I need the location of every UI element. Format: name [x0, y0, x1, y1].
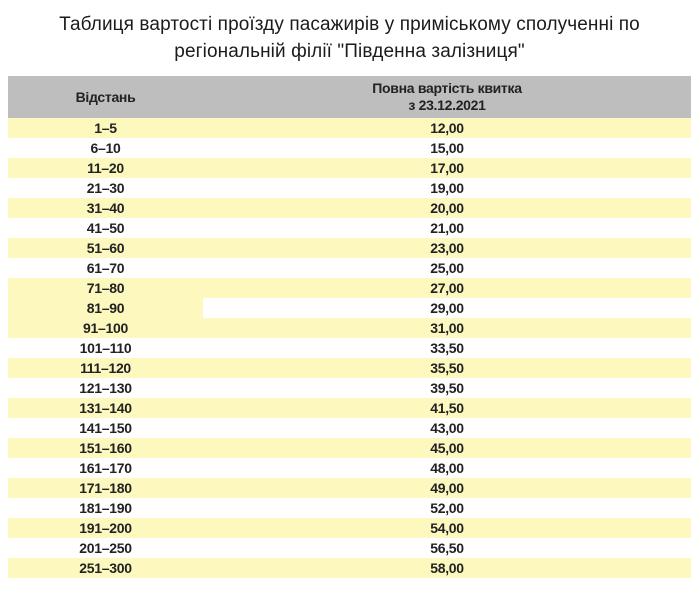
price-cell: 17,00: [203, 158, 691, 178]
distance-cell: 31–40: [8, 198, 203, 218]
page-title-line2: регіональній філії "Південна залізниця": [174, 41, 525, 62]
price-cell: 25,00: [203, 258, 691, 278]
table-row: 151–160 45,00: [8, 438, 691, 458]
distance-cell: 11–20: [8, 158, 203, 178]
table-row: 21–30 19,00: [8, 178, 691, 198]
distance-cell: 111–120: [8, 358, 203, 378]
distance-cell: 141–150: [8, 418, 203, 438]
table-row: 161–170 48,00: [8, 458, 691, 478]
distance-cell: 201–250: [8, 538, 203, 558]
distance-cell: 81–90: [8, 298, 203, 318]
price-cell: 31,00: [203, 318, 691, 338]
price-cell: 39,50: [203, 378, 691, 398]
table-row: 131–140 41,50: [8, 398, 691, 418]
price-cell: 15,00: [203, 138, 691, 158]
page-title: Таблиця вартості проїзду пасажирів у при…: [0, 0, 699, 65]
price-cell: 48,00: [203, 458, 691, 478]
price-cell: 52,00: [203, 498, 691, 518]
table-row: 41–50 21,00: [8, 218, 691, 238]
table-row: 11–20 17,00: [8, 158, 691, 178]
table-row: 171–180 49,00: [8, 478, 691, 498]
distance-cell: 101–110: [8, 338, 203, 358]
distance-cell: 121–130: [8, 378, 203, 398]
table-row: 31–40 20,00: [8, 198, 691, 218]
price-cell: 56,50: [203, 538, 691, 558]
distance-cell: 91–100: [8, 318, 203, 338]
table-row: 6–10 15,00: [8, 138, 691, 158]
table-row: 51–60 23,00: [8, 238, 691, 258]
distance-cell: 171–180: [8, 478, 203, 498]
price-cell: 19,00: [203, 178, 691, 198]
distance-cell: 251–300: [8, 558, 203, 578]
price-cell: 23,00: [203, 238, 691, 258]
table-header-row: Відстань Повна вартість квитка з 23.12.2…: [8, 76, 691, 118]
table-row: 91–100 31,00: [8, 318, 691, 338]
price-cell: 12,00: [203, 118, 691, 138]
distance-cell: 131–140: [8, 398, 203, 418]
price-cell: 21,00: [203, 218, 691, 238]
price-cell: 54,00: [203, 518, 691, 538]
distance-cell: 71–80: [8, 278, 203, 298]
table-row: 61–70 25,00: [8, 258, 691, 278]
price-cell: 35,50: [203, 358, 691, 378]
distance-cell: 1–5: [8, 118, 203, 138]
distance-cell: 61–70: [8, 258, 203, 278]
table-row: 81–90 29,00: [8, 298, 691, 318]
column-header-price: Повна вартість квитка з 23.12.2021: [203, 76, 691, 118]
page-title-line1: Таблиця вартості проїзду пасажирів у при…: [59, 14, 640, 35]
price-cell: 49,00: [203, 478, 691, 498]
fare-table: Відстань Повна вартість квитка з 23.12.2…: [8, 76, 691, 578]
table-row: 1–5 12,00: [8, 118, 691, 138]
table-row: 101–110 33,50: [8, 338, 691, 358]
price-cell: 27,00: [203, 278, 691, 298]
column-header-price-line2: з 23.12.2021: [408, 97, 486, 113]
price-cell: 45,00: [203, 438, 691, 458]
distance-cell: 191–200: [8, 518, 203, 538]
distance-cell: 161–170: [8, 458, 203, 478]
table-row: 191–200 54,00: [8, 518, 691, 538]
distance-cell: 51–60: [8, 238, 203, 258]
table-row: 71–80 27,00: [8, 278, 691, 298]
price-cell: 20,00: [203, 198, 691, 218]
table-row: 141–150 43,00: [8, 418, 691, 438]
price-cell: 41,50: [203, 398, 691, 418]
table-row: 111–120 35,50: [8, 358, 691, 378]
price-cell: 58,00: [203, 558, 691, 578]
table-row: 251–300 58,00: [8, 558, 691, 578]
distance-cell: 21–30: [8, 178, 203, 198]
column-header-distance: Відстань: [8, 76, 203, 118]
table-row: 181–190 52,00: [8, 498, 691, 518]
distance-cell: 41–50: [8, 218, 203, 238]
distance-cell: 151–160: [8, 438, 203, 458]
table-row: 201–250 56,50: [8, 538, 691, 558]
price-cell: 29,00: [203, 298, 691, 318]
fare-table-body: 1–5 12,00 6–10 15,00 11–20 17,00 21–30 19,00 31–…: [8, 118, 691, 578]
table-row: 121–130 39,50: [8, 378, 691, 398]
price-cell: 43,00: [203, 418, 691, 438]
distance-cell: 6–10: [8, 138, 203, 158]
distance-cell: 181–190: [8, 498, 203, 518]
price-cell: 33,50: [203, 338, 691, 358]
column-header-price-line1: Повна вартість квитка: [372, 80, 522, 96]
